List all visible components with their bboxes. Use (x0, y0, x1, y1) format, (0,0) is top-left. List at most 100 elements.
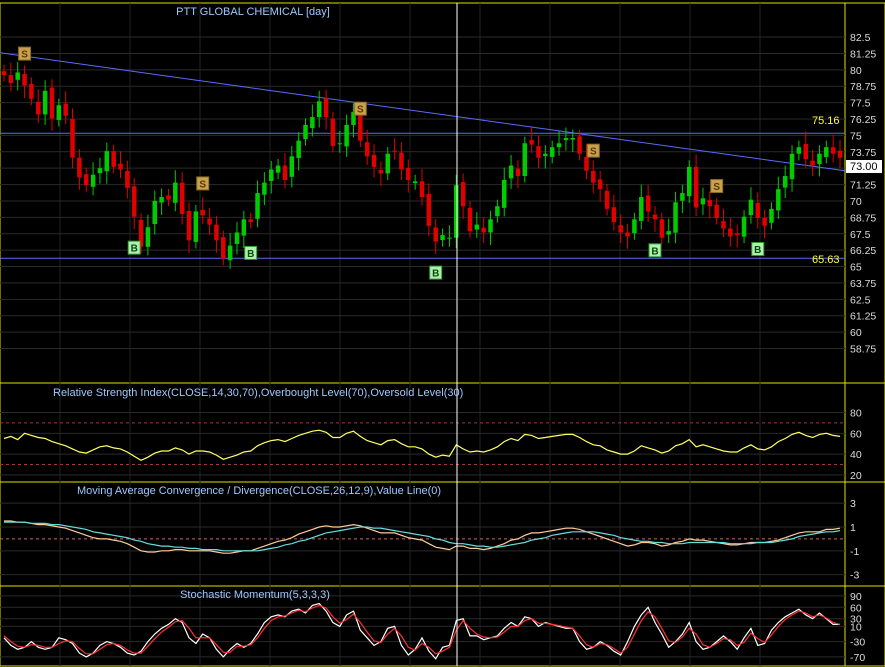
candle-body (556, 143, 562, 148)
y-tick-label: 60 (850, 428, 862, 440)
candle-body (508, 165, 514, 179)
candle-body (577, 136, 582, 154)
candle-body (323, 98, 329, 118)
stochastic-panel (0, 585, 885, 667)
sell-signal-marker (18, 46, 32, 61)
candle-body (275, 165, 281, 173)
candle-body (15, 72, 20, 80)
candle-body (371, 154, 377, 167)
candle-body (543, 153, 548, 157)
candle-body (227, 245, 233, 261)
price-title: PTT GLOBAL CHEMICAL [day] (176, 6, 330, 18)
candle-body (789, 153, 795, 180)
candle-body (824, 147, 829, 157)
candle-body (741, 216, 747, 237)
candle-body (837, 150, 843, 158)
trend-line (0, 52, 846, 172)
candle-body (63, 103, 68, 116)
candle-body (42, 90, 48, 115)
sell-signal-marker (586, 143, 600, 158)
buy-signal-marker (429, 265, 443, 280)
candle-body (632, 219, 637, 234)
candle-body (673, 202, 678, 233)
y-tick-label: 82.5 (850, 32, 871, 44)
candle-body (776, 189, 781, 211)
candle-body (125, 171, 130, 188)
signal-label: S (357, 105, 364, 116)
grid-lines (0, 3, 845, 666)
candle-body (193, 211, 199, 242)
candle-body (207, 218, 212, 225)
candle-body (700, 198, 706, 205)
candle-body (145, 227, 151, 247)
candle-body (419, 181, 425, 198)
candle-body (460, 182, 466, 207)
macd-title: Moving Average Convergence / Divergence(… (77, 485, 441, 497)
series-line (3, 604, 841, 655)
y-tick-label: 68.75 (850, 212, 876, 224)
series-line (3, 602, 840, 660)
buy-signal-marker (244, 245, 258, 260)
y-tick-label: -70 (850, 652, 865, 664)
y-tick-label: 62.5 (850, 294, 871, 306)
candle-body (330, 118, 336, 146)
resistance-label: 75.16 (812, 115, 840, 127)
y-tick-label: 76.25 (850, 114, 876, 126)
candle-body (364, 142, 370, 157)
candle-body (49, 87, 55, 119)
candle-body (159, 197, 164, 203)
candle-body (351, 111, 356, 125)
candle-body (118, 163, 123, 170)
candle-body (234, 232, 240, 244)
candle-body (803, 144, 808, 160)
candle-body (186, 210, 192, 241)
candle-body (426, 193, 432, 226)
signal-label: S (199, 179, 206, 190)
buy-signal-marker (648, 243, 662, 258)
candle-body (666, 231, 671, 235)
series-line (4, 520, 841, 554)
candle-body (268, 169, 274, 182)
candle-body (378, 170, 384, 174)
rsi-series (0, 422, 845, 465)
candle-body (714, 204, 719, 219)
candle-body (762, 218, 767, 226)
y-tick-label: 30 (850, 614, 862, 626)
candle-body (529, 140, 534, 145)
candle-body (131, 186, 137, 217)
candle-body (138, 219, 144, 247)
y-axes: 82.581.258078.7577.576.257573.7572.571.2… (850, 32, 876, 664)
candle-body (152, 200, 158, 225)
candle-body (221, 237, 226, 259)
y-tick-label: 90 (850, 591, 862, 603)
candle-body (241, 219, 247, 236)
candle-body (810, 160, 815, 166)
candle-body (680, 193, 685, 201)
y-tick-label: 66.25 (850, 245, 876, 257)
candle-body (618, 225, 623, 233)
y-tick-label: 78.75 (850, 81, 876, 93)
candle-body (652, 214, 658, 220)
candle-body (447, 237, 452, 239)
candle-body (399, 152, 404, 170)
candle-body (104, 151, 110, 172)
y-tick-label: 80 (850, 408, 862, 420)
sell-signal-marker (196, 176, 210, 191)
candle-body (214, 224, 219, 241)
signal-label: B (247, 249, 254, 260)
candle-body (433, 227, 438, 242)
series-line (4, 521, 841, 552)
candle-body (90, 174, 96, 187)
candle-body (693, 166, 699, 208)
y-tick-label: 40 (850, 449, 862, 461)
candle-body (591, 170, 596, 183)
y-tick-label: 63.75 (850, 278, 876, 290)
signal-label: B (651, 246, 658, 257)
y-tick-label: -1 (850, 546, 859, 558)
signal-label: B (754, 245, 761, 256)
price-series: S B S B S B S B S B (0, 46, 846, 280)
buy-signal-marker (751, 241, 765, 256)
candle-body (645, 195, 651, 212)
candle-body (22, 74, 27, 86)
candle-body (584, 156, 589, 171)
